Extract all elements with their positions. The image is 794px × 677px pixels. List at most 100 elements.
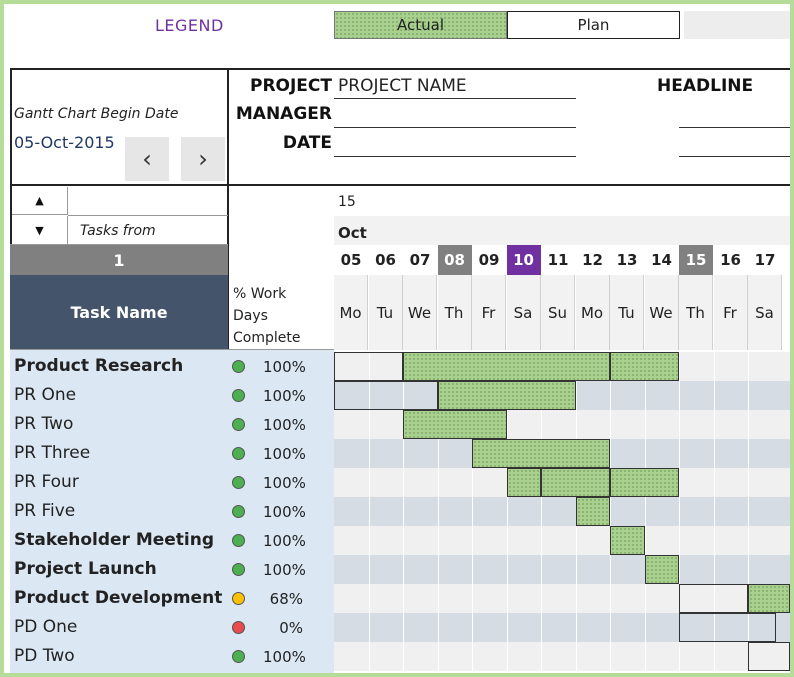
- grid-column-line: [713, 350, 715, 677]
- plan-bar[interactable]: [334, 381, 438, 410]
- legend-title: LEGEND: [155, 16, 224, 35]
- pct-complete: 100%: [263, 648, 306, 666]
- day-name: Tu: [368, 275, 403, 350]
- scroll-down-button[interactable]: ▼: [12, 216, 68, 244]
- actual-bar[interactable]: [541, 468, 610, 497]
- headline-field-2[interactable]: [679, 156, 794, 157]
- task-name[interactable]: PR One: [14, 385, 77, 405]
- actual-bar[interactable]: [610, 352, 679, 381]
- task-name[interactable]: PD One: [14, 617, 78, 637]
- day-number: 16: [720, 251, 741, 269]
- gantt-row: [334, 555, 794, 584]
- status-indicator-icon: [232, 505, 245, 518]
- task-name[interactable]: PR Five: [14, 501, 76, 521]
- task-name[interactable]: Product Research: [14, 356, 184, 376]
- task-name[interactable]: PD Two: [14, 646, 75, 666]
- actual-bar[interactable]: [506, 468, 541, 497]
- day-number: 09: [478, 251, 500, 269]
- next-date-button[interactable]: ›: [181, 137, 225, 181]
- actual-bar[interactable]: [403, 352, 610, 381]
- gantt-row: [334, 497, 794, 526]
- day-number: 10: [506, 245, 541, 275]
- grid-column-line: [437, 350, 439, 677]
- gantt-row: [334, 526, 794, 555]
- project-name-field[interactable]: PROJECT NAME: [338, 76, 467, 96]
- task-name[interactable]: Stakeholder Meeting: [14, 530, 215, 550]
- legend-actual-swatch: Actual: [334, 11, 507, 39]
- grid-column-line: [506, 350, 508, 677]
- info-divider: [227, 68, 229, 350]
- timeline-month: Oct: [338, 224, 367, 242]
- pct-complete: 100%: [263, 532, 306, 550]
- left-border: [10, 68, 12, 350]
- day-number: 11: [547, 251, 569, 269]
- pct-complete: 100%: [263, 416, 306, 434]
- actual-bar[interactable]: [403, 410, 507, 439]
- actual-bar[interactable]: [644, 555, 679, 584]
- day-number: 07: [409, 251, 431, 269]
- day-name: We: [403, 275, 437, 350]
- task-name[interactable]: PR Four: [14, 472, 79, 492]
- actual-bar[interactable]: [748, 584, 790, 613]
- pct-complete: 100%: [263, 445, 306, 463]
- gantt-row: [334, 642, 794, 671]
- day-name: Mo: [575, 275, 610, 350]
- gantt-row: [334, 613, 794, 642]
- day-number: 08: [437, 245, 472, 275]
- grid-column-line: [610, 350, 611, 677]
- begin-date-value[interactable]: 05-Oct-2015: [14, 133, 115, 152]
- arrow-down-icon: ▼: [35, 223, 44, 237]
- headline-field-1[interactable]: [679, 127, 794, 128]
- day-name: Su: [541, 275, 575, 350]
- plan-bar[interactable]: [748, 642, 790, 671]
- spin-divider: [68, 215, 228, 216]
- grid-column-line: [368, 350, 370, 677]
- plan-bar[interactable]: [679, 613, 776, 642]
- gantt-row: [334, 584, 794, 613]
- pct-complete: 0%: [279, 619, 303, 637]
- pct-complete: 100%: [263, 387, 306, 405]
- scroll-up-button[interactable]: ▲: [12, 187, 68, 215]
- task-name[interactable]: Product Development: [14, 588, 223, 608]
- day-name: Sa: [506, 275, 541, 350]
- project-label: PROJECT: [249, 76, 332, 96]
- pct-complete-header: % Work Days Complete: [233, 283, 300, 349]
- plan-bar[interactable]: [334, 352, 403, 381]
- task-name-header: Task Name: [10, 275, 228, 350]
- status-indicator-icon: [232, 389, 245, 402]
- actual-bar[interactable]: [437, 381, 576, 410]
- manager-field[interactable]: [334, 127, 576, 128]
- date-field[interactable]: [334, 156, 576, 157]
- status-indicator-icon: [232, 447, 245, 460]
- actual-bar[interactable]: [575, 497, 610, 526]
- task-name[interactable]: Project Launch: [14, 559, 157, 579]
- arrow-up-icon: ▲: [35, 194, 44, 207]
- grid-column-line: [472, 350, 473, 677]
- pct-header-line-1: % Work: [233, 286, 287, 302]
- begin-date-label: Gantt Chart Begin Date: [14, 106, 179, 122]
- day-name: Fr: [472, 275, 506, 350]
- actual-bar[interactable]: [472, 439, 610, 468]
- legend-plan-swatch: Plan: [507, 11, 680, 39]
- actual-bar[interactable]: [610, 526, 645, 555]
- status-indicator-icon: [232, 418, 245, 431]
- grid-column-line: [403, 350, 404, 677]
- prev-date-button[interactable]: ‹: [125, 137, 169, 181]
- chevron-left-icon: ‹: [142, 145, 152, 173]
- tasks-from-value[interactable]: 1: [10, 245, 228, 275]
- day-name: Sa: [748, 275, 782, 350]
- actual-bar[interactable]: [610, 468, 679, 497]
- pct-complete: 100%: [263, 561, 306, 579]
- tasks-from-label: Tasks from: [80, 223, 156, 239]
- chevron-right-icon: ›: [198, 145, 208, 173]
- task-name[interactable]: PR Three: [14, 443, 91, 463]
- day-name: We: [644, 275, 679, 350]
- status-indicator-icon: [232, 534, 245, 547]
- plan-bar[interactable]: [679, 584, 748, 613]
- legend-actual-label: Actual: [397, 16, 444, 34]
- status-indicator-icon: [232, 476, 245, 489]
- task-name[interactable]: PR Two: [14, 414, 74, 434]
- pct-complete: 100%: [263, 358, 306, 376]
- day-name: Fr: [713, 275, 748, 350]
- headline-label: HEADLINE: [657, 76, 754, 96]
